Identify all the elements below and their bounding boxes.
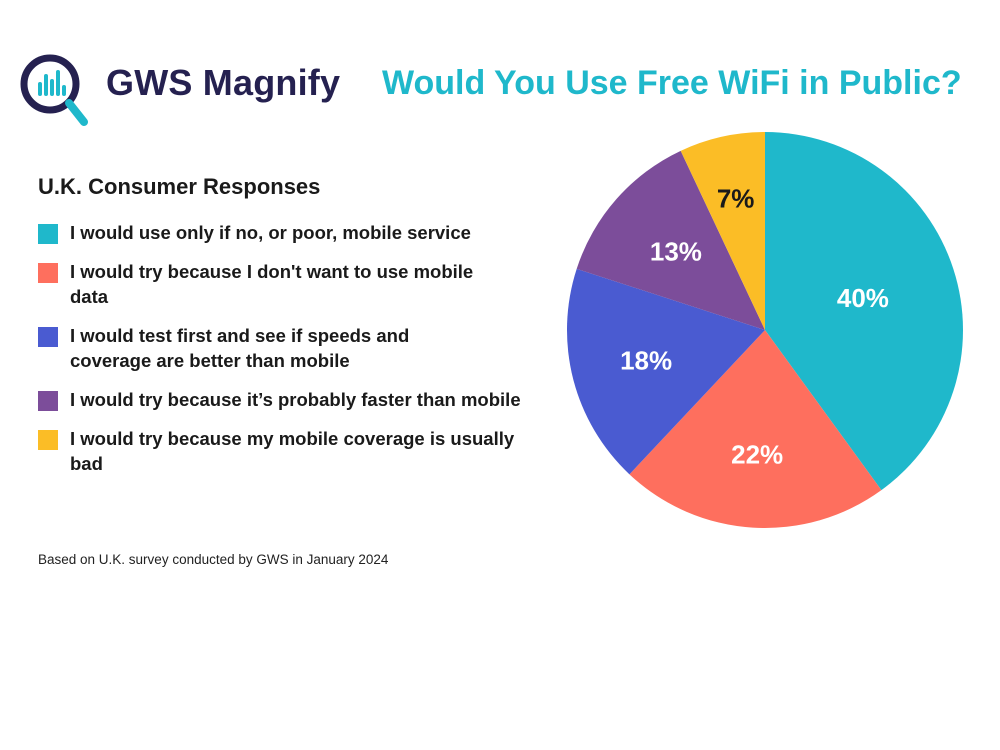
pie-chart: 40% 22% 18% 13% 7% [567, 132, 963, 528]
legend-title: U.K. Consumer Responses [38, 174, 321, 199]
pie-slice [576, 150, 765, 330]
legend-label: I would test first and see if speeds and… [70, 325, 410, 371]
legend-label: I would use only if no, or poor, mobile … [70, 222, 471, 243]
legend-item: I would try because it’s probably faster… [38, 387, 538, 412]
brand-name: GWS Magnify [106, 62, 341, 103]
pie-slice [680, 132, 765, 330]
pie-slice-label: 13% [650, 236, 702, 266]
pie-slice-label: 18% [620, 346, 672, 376]
chart-title: Would You Use Free WiFi in Public? [382, 64, 962, 102]
legend-swatch [38, 430, 58, 450]
legend-item: I would test first and see if speeds and… [38, 323, 538, 373]
legend-item: I would use only if no, or poor, mobile … [38, 220, 538, 245]
pie-slice-label: 22% [731, 439, 783, 469]
legend-swatch [38, 327, 58, 347]
legend-label: I would try because I don't want to use … [70, 261, 474, 307]
legend-item: I would try because my mobile coverage i… [38, 426, 538, 476]
pie-slice [765, 132, 963, 491]
pie-slice-label: 40% [837, 283, 889, 313]
brand: GWS Magnify [18, 52, 368, 132]
legend-item: I would try because I don't want to use … [38, 259, 538, 309]
footnote: Based on U.K. survey conducted by GWS in… [38, 552, 389, 567]
legend-label: I would try because my mobile coverage i… [70, 428, 515, 474]
pie-slice-label: 7% [717, 184, 755, 214]
legend: U.K. Consumer Responses I would use only… [38, 174, 538, 490]
pie-slice [567, 268, 765, 475]
legend-label: I would try because it’s probably faster… [70, 389, 521, 410]
magnifier-bar-chart-icon [20, 54, 88, 126]
pie-slice [629, 330, 882, 528]
legend-swatch [38, 224, 58, 244]
legend-swatch [38, 263, 58, 283]
legend-swatch [38, 391, 58, 411]
